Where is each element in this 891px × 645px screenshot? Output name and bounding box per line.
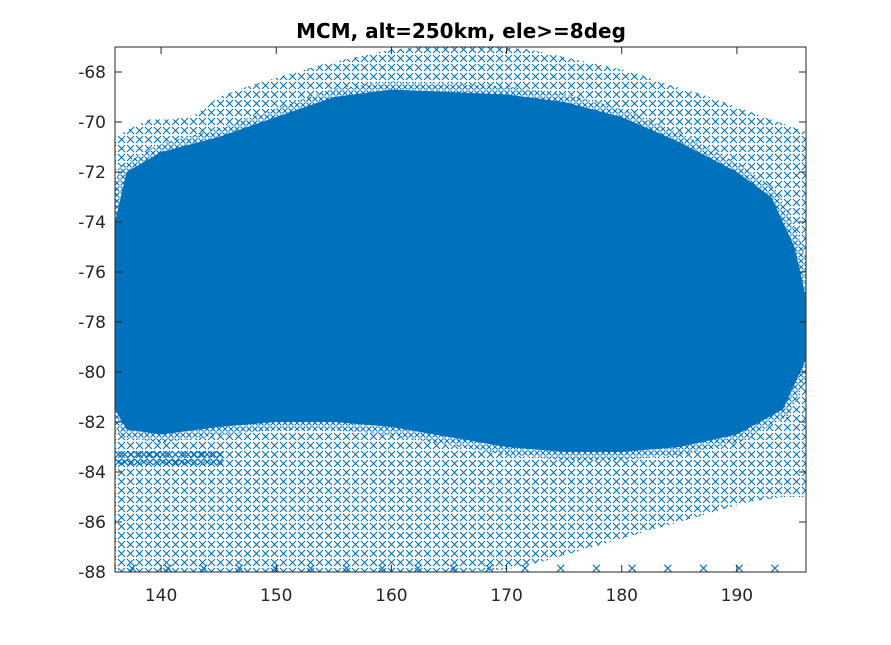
scatter-point <box>178 458 186 466</box>
x-tick-label: 180 <box>606 586 638 606</box>
scatter-point <box>152 458 161 466</box>
scatter-point <box>209 458 218 466</box>
x-tick-label: 190 <box>721 586 753 606</box>
scatter-point <box>140 458 148 466</box>
dense-core-region <box>115 89 806 452</box>
scatter-point <box>199 564 208 572</box>
scatter-point <box>197 450 205 459</box>
scatter-point <box>127 450 135 459</box>
scatter-point <box>128 564 137 572</box>
plot-area <box>115 47 806 572</box>
scatter-point <box>121 458 129 466</box>
y-tick-label: -80 <box>78 363 106 383</box>
x-tick-label: 170 <box>490 586 522 606</box>
y-tick-label: -82 <box>78 413 106 433</box>
scatter-point <box>127 458 135 466</box>
scatter-point <box>190 450 199 459</box>
scatter-point <box>378 564 387 572</box>
scatter-point <box>121 450 129 459</box>
y-tick-label: -76 <box>78 263 106 283</box>
scatter-point <box>133 450 142 459</box>
scatter-point <box>449 564 458 572</box>
x-tick-label: 150 <box>260 586 292 606</box>
scatter-point <box>306 564 315 572</box>
scatter-point <box>115 450 123 459</box>
scatter-point <box>271 564 280 572</box>
y-tick-label: -84 <box>78 463 106 483</box>
scatter-point <box>146 458 154 466</box>
scatter-point <box>521 564 529 572</box>
scatter-point <box>203 450 211 459</box>
scatter-point <box>171 450 180 459</box>
scatter-point <box>152 450 161 459</box>
scatter-point <box>159 458 167 466</box>
scatter-point <box>663 564 672 572</box>
y-tick-label: -70 <box>78 113 106 133</box>
scatter-point <box>592 564 601 572</box>
axes-box <box>114 46 807 573</box>
scatter-point <box>115 458 123 466</box>
scatter-point <box>556 564 565 572</box>
scatter-point <box>628 564 637 572</box>
chart-title: MCM, alt=250km, ele>=8deg <box>296 19 626 43</box>
y-tick-label: -78 <box>78 313 106 333</box>
scatter-point <box>190 458 199 466</box>
scatter-point <box>216 458 224 466</box>
x-axis: 140 150 160 170 180 190 <box>145 47 753 606</box>
scatter-point <box>171 458 180 466</box>
y-tick-label: -68 <box>78 63 106 83</box>
scatter-point <box>770 564 779 572</box>
y-tick-label: -86 <box>78 513 106 533</box>
scatter-point <box>485 564 494 572</box>
scatter-point <box>165 458 173 466</box>
scatter-point <box>165 450 173 459</box>
y-axis: -88 -86 -84 -82 -80 -78 -76 -74 -72 -70 -68 <box>78 63 806 583</box>
scatter-point <box>184 450 192 459</box>
y-tick-label: -88 <box>78 563 106 583</box>
scatter-point <box>342 564 351 572</box>
scatter-point <box>413 564 422 572</box>
scatter-point <box>184 458 192 466</box>
scatter-point <box>178 450 186 459</box>
y-tick-label: -74 <box>78 213 106 233</box>
scatter-point <box>209 450 218 459</box>
scatter-point <box>159 450 167 459</box>
y-tick-label: -72 <box>78 163 106 183</box>
x-tick-label: 140 <box>145 586 177 606</box>
scatter-point <box>203 458 211 466</box>
scatter-point <box>140 450 148 459</box>
x-tick-label: 160 <box>375 586 407 606</box>
scatter-point <box>197 458 205 466</box>
scatter-point <box>216 450 224 459</box>
scatter-point <box>699 564 708 572</box>
scatter-point <box>133 458 142 466</box>
scatter-point <box>146 450 154 459</box>
scatter-point <box>164 564 172 572</box>
scatter-point <box>235 564 244 572</box>
